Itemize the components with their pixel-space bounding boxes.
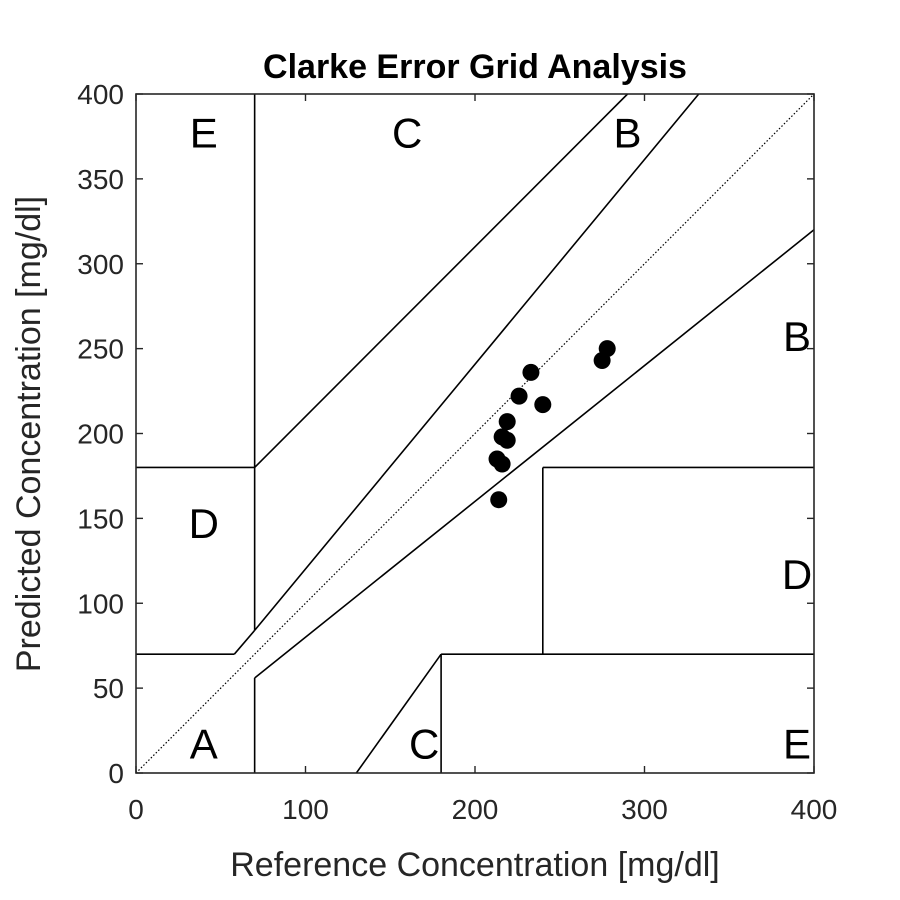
zone-label-d: D — [189, 500, 219, 547]
data-point — [498, 431, 516, 449]
y-tick-label: 300 — [77, 249, 124, 280]
y-tick-label: 200 — [77, 419, 124, 450]
zone-boundary-line — [254, 93, 629, 469]
zone-label-e: E — [783, 721, 811, 768]
x-tick-label: 400 — [791, 794, 838, 825]
y-tick-label: 100 — [77, 588, 124, 619]
y-tick-label: 50 — [93, 673, 124, 704]
zone-label-d: D — [782, 551, 812, 598]
identity-diagonal-line — [135, 93, 815, 774]
data-point — [490, 491, 508, 509]
axes: 0 100 200 300 400 0 50 100 150 200 250 300 350 400 — [77, 79, 837, 825]
zone-label-a: A — [190, 721, 218, 768]
zone-labels: E C B B D D A C E — [189, 110, 813, 768]
x-axis-label: Reference Concentration [mg/dl] — [230, 846, 719, 884]
data-point — [598, 340, 616, 358]
x-tick-label: 300 — [621, 794, 668, 825]
zone-boundary-line — [254, 229, 815, 679]
zone-label-e: E — [190, 110, 218, 157]
data-point — [534, 396, 552, 414]
y-tick-label: 0 — [108, 758, 124, 789]
zone-label-c: C — [409, 721, 439, 768]
zone-label-b: B — [783, 313, 811, 360]
x-tick-label: 0 — [128, 794, 144, 825]
data-point — [510, 387, 528, 405]
data-point — [498, 413, 516, 431]
y-tick-label: 350 — [77, 164, 124, 195]
zone-label-c: C — [392, 110, 422, 157]
data-point — [493, 455, 511, 473]
y-tick-label: 150 — [77, 503, 124, 534]
x-tick-label: 100 — [282, 794, 329, 825]
zone-boundaries — [135, 93, 815, 774]
x-tick-label: 200 — [452, 794, 499, 825]
zone-boundary-line — [355, 653, 442, 774]
data-points — [488, 340, 616, 509]
y-tick-label: 400 — [77, 79, 124, 110]
zone-boundary-line — [254, 93, 700, 631]
data-point — [522, 363, 540, 381]
zone-boundary-line — [233, 629, 256, 655]
zone-label-b: B — [614, 110, 642, 157]
chart-title: Clarke Error Grid Analysis — [263, 48, 687, 86]
y-axis-label: Predicted Concentration [mg/dl] — [10, 196, 48, 672]
y-tick-label: 250 — [77, 334, 124, 365]
